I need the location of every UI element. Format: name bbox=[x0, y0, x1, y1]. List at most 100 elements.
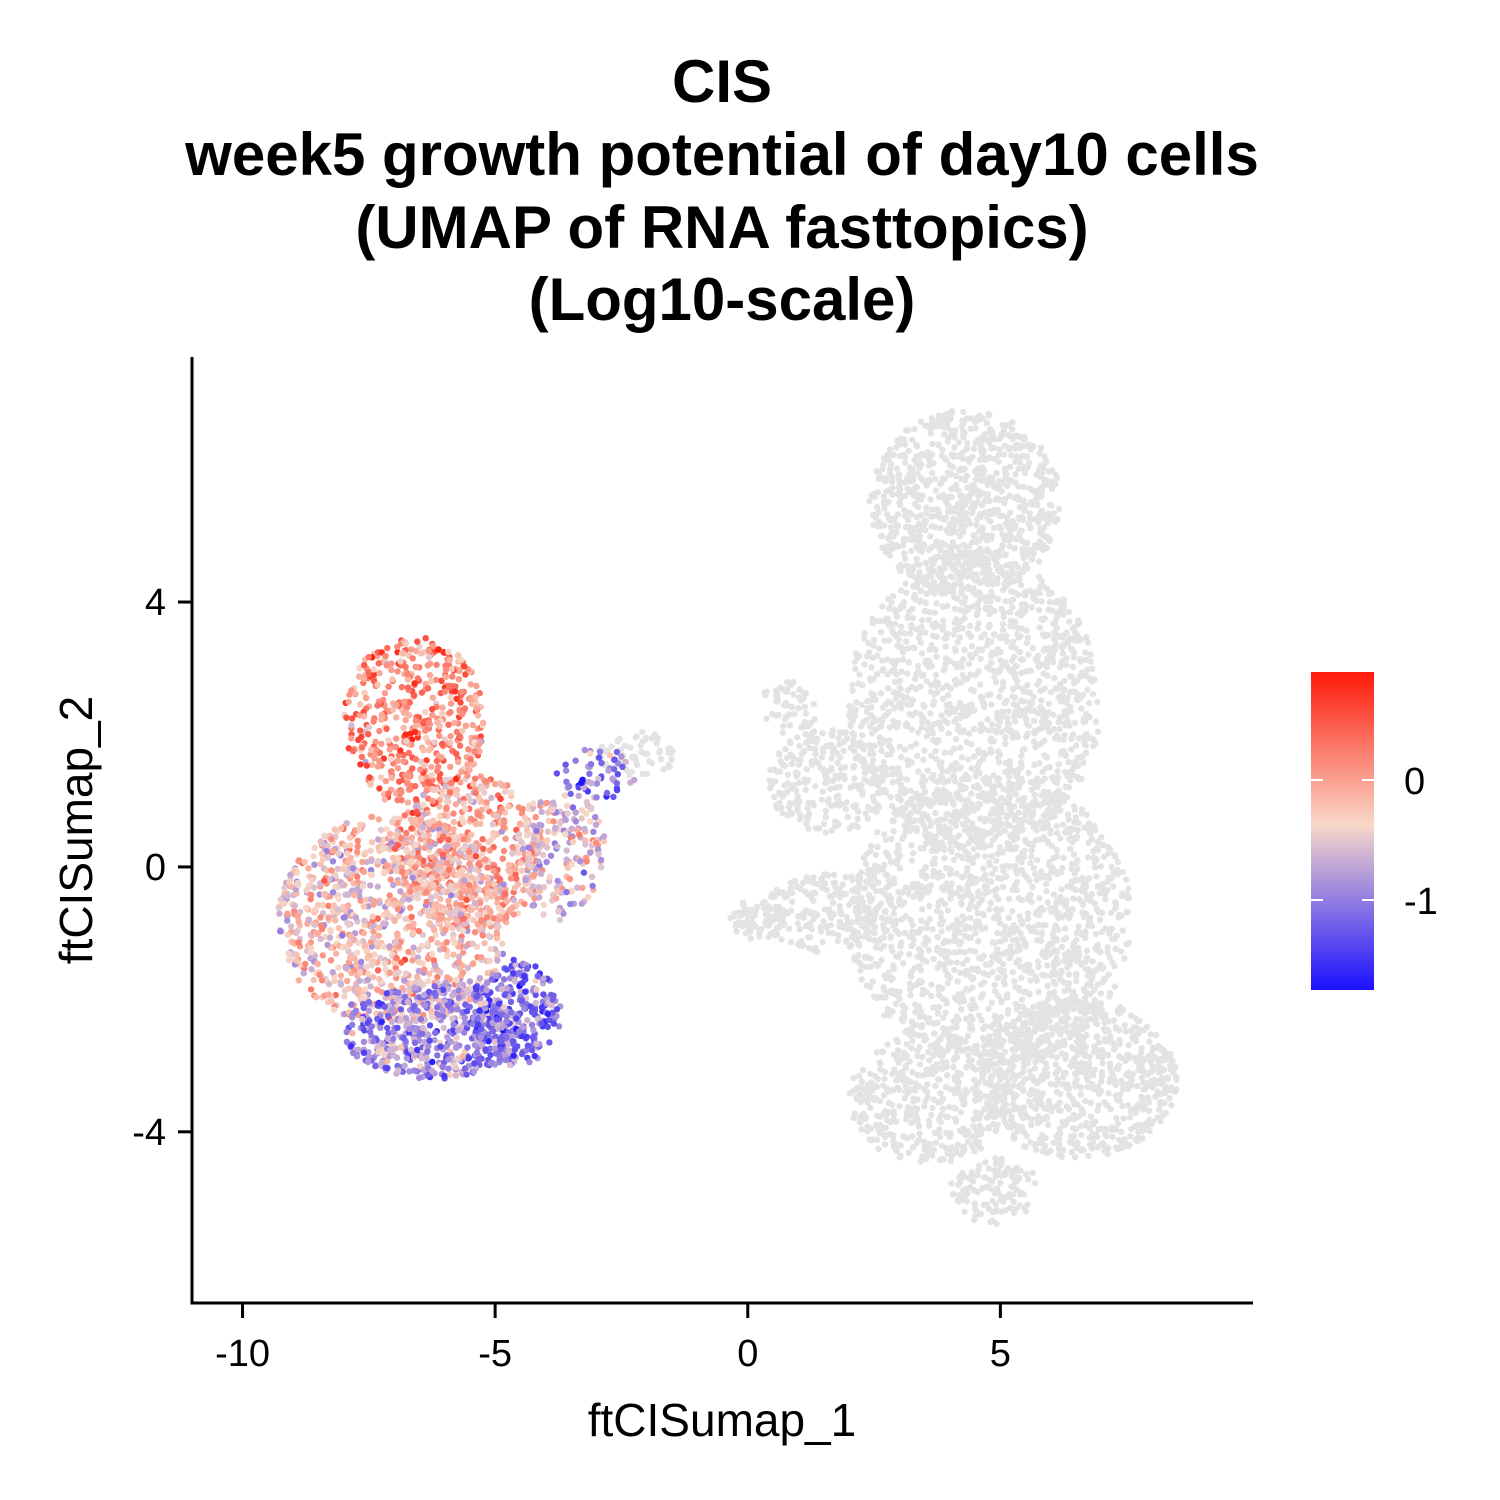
data-point bbox=[968, 686, 975, 693]
data-point bbox=[1071, 1115, 1078, 1123]
data-point bbox=[952, 472, 960, 480]
data-point bbox=[1070, 680, 1078, 687]
data-point bbox=[952, 1118, 960, 1125]
data-point bbox=[913, 514, 921, 521]
data-point bbox=[984, 481, 991, 489]
data-point bbox=[1022, 592, 1029, 599]
data-point bbox=[896, 1086, 903, 1094]
data-point bbox=[1102, 1131, 1109, 1138]
data-point bbox=[927, 802, 934, 810]
data-point bbox=[858, 1126, 865, 1133]
data-point bbox=[888, 599, 895, 606]
data-point bbox=[1045, 700, 1053, 707]
data-point bbox=[1057, 869, 1064, 876]
data-point bbox=[940, 623, 947, 630]
data-point bbox=[1094, 728, 1102, 735]
data-point bbox=[946, 520, 953, 527]
data-point bbox=[870, 691, 877, 698]
data-point bbox=[997, 808, 1004, 816]
data-point bbox=[877, 1066, 884, 1073]
data-point bbox=[1106, 928, 1113, 936]
data-point bbox=[922, 517, 930, 524]
data-point bbox=[1112, 853, 1119, 860]
data-point bbox=[1038, 1101, 1046, 1108]
data-point bbox=[964, 887, 971, 894]
data-point bbox=[1091, 864, 1099, 871]
data-point bbox=[1015, 465, 1022, 473]
data-point bbox=[1009, 969, 1016, 976]
data-point bbox=[1098, 909, 1106, 916]
data-point bbox=[901, 746, 909, 753]
data-point bbox=[917, 967, 925, 974]
data-point bbox=[968, 642, 976, 650]
data-point bbox=[965, 583, 972, 590]
data-point bbox=[977, 655, 984, 662]
data-point bbox=[937, 546, 944, 554]
data-point bbox=[917, 1008, 925, 1015]
data-point bbox=[1011, 803, 1018, 810]
data-point bbox=[975, 1143, 983, 1150]
data-point bbox=[995, 458, 1002, 465]
data-point bbox=[981, 576, 988, 583]
data-point bbox=[896, 743, 903, 750]
data-point bbox=[1154, 1088, 1161, 1095]
data-point bbox=[953, 553, 960, 560]
data-point bbox=[880, 934, 887, 941]
data-point bbox=[869, 978, 876, 985]
data-point bbox=[966, 709, 973, 716]
data-point bbox=[964, 497, 972, 504]
data-point bbox=[1052, 735, 1059, 742]
data-point bbox=[986, 474, 993, 481]
data-point bbox=[888, 620, 896, 628]
data-point bbox=[983, 419, 990, 427]
data-point bbox=[952, 676, 960, 683]
data-point bbox=[872, 1073, 879, 1080]
data-point bbox=[929, 701, 937, 708]
data-point bbox=[939, 985, 946, 992]
data-point bbox=[978, 696, 986, 703]
data-point bbox=[845, 702, 853, 710]
data-point bbox=[962, 775, 969, 783]
data-point bbox=[880, 493, 888, 500]
data-point bbox=[1010, 713, 1018, 721]
data-point bbox=[1020, 567, 1028, 575]
data-point bbox=[939, 1065, 946, 1073]
data-point bbox=[987, 598, 994, 605]
data-point bbox=[986, 906, 993, 913]
data-point bbox=[965, 517, 972, 524]
data-point bbox=[882, 1124, 889, 1132]
data-point bbox=[974, 515, 981, 523]
data-point bbox=[1104, 1150, 1112, 1158]
data-point bbox=[1077, 655, 1084, 663]
data-point bbox=[980, 564, 987, 571]
data-point bbox=[953, 870, 960, 877]
data-point bbox=[1009, 686, 1017, 693]
data-point bbox=[967, 1062, 975, 1070]
data-point bbox=[898, 916, 906, 923]
data-point bbox=[919, 1072, 926, 1079]
data-point bbox=[916, 561, 923, 568]
data-point bbox=[970, 549, 977, 556]
data-point bbox=[1007, 617, 1014, 625]
data-point bbox=[1095, 1143, 1103, 1150]
data-point bbox=[975, 900, 983, 908]
data-point bbox=[1023, 627, 1030, 634]
data-point bbox=[1030, 864, 1038, 872]
data-point bbox=[973, 1042, 980, 1050]
data-point bbox=[1047, 950, 1054, 958]
data-point bbox=[1078, 898, 1085, 906]
data-point bbox=[948, 848, 955, 855]
data-point bbox=[1052, 518, 1059, 526]
data-point bbox=[941, 635, 948, 642]
data-point bbox=[1091, 1044, 1099, 1051]
data-point bbox=[937, 480, 944, 488]
data-point bbox=[1048, 1025, 1055, 1032]
data-point bbox=[1149, 1063, 1156, 1071]
data-point bbox=[975, 416, 983, 424]
data-point bbox=[908, 968, 915, 975]
data-point bbox=[1035, 494, 1042, 501]
data-point bbox=[967, 934, 974, 941]
data-point bbox=[955, 722, 962, 730]
data-point bbox=[1056, 725, 1063, 733]
data-point bbox=[984, 493, 991, 500]
